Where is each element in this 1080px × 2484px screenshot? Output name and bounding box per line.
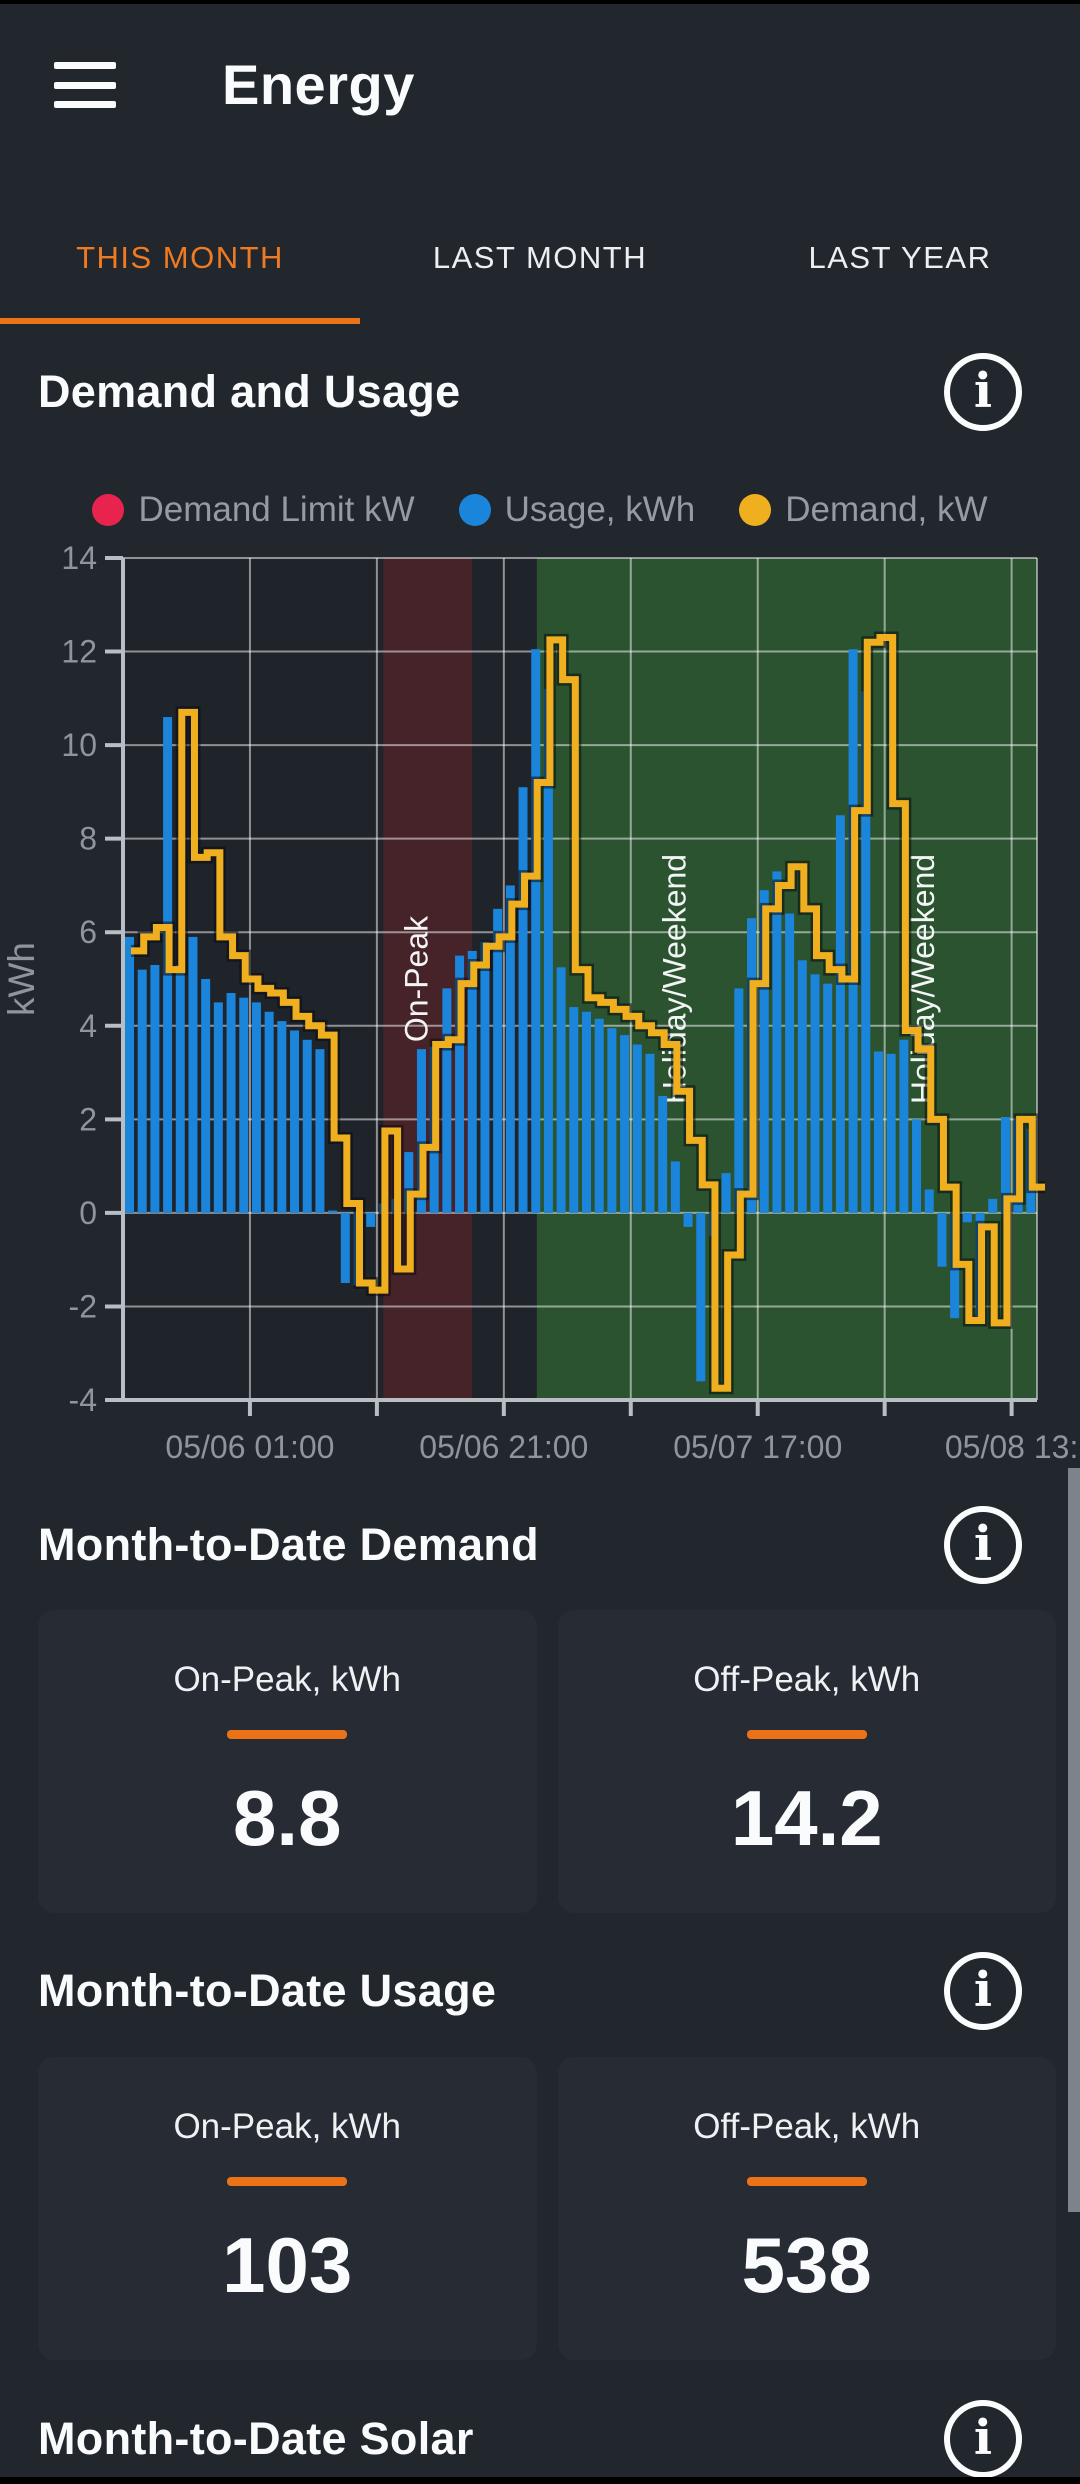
bottom-edge-strip [0,2477,1080,2484]
stat-label: On-Peak, kWh [173,1660,402,1699]
active-tab-indicator [0,318,360,324]
mtd-demand-cards: On-Peak, kWh 8.8 Off-Peak, kWh 14.2 [38,1610,1056,1913]
legend-dot-icon [458,494,491,526]
svg-text:8: 8 [79,821,97,857]
svg-text:On-Peak: On-Peak [399,915,435,1042]
stat-label: On-Peak, kWh [173,2107,402,2146]
svg-text:14: 14 [61,545,97,576]
period-tabs: THIS MONTH LAST MONTH LAST YEAR [0,192,1080,324]
svg-text:0: 0 [79,1195,97,1231]
section-header-mtd-usage: Month-to-Date Usage i [38,1947,1022,2035]
chart-legend: Demand Limit kW Usage, kWh Demand, kW [0,478,1080,542]
stat-divider [746,2177,867,2186]
section-title: Month-to-Date Demand [38,1519,539,1570]
stat-divider [746,1730,867,1739]
legend-label: Demand, kW [785,490,988,529]
info-icon[interactable]: i [944,353,1022,431]
tab-last-year[interactable]: LAST YEAR [720,192,1080,324]
legend-dot-icon [92,494,125,526]
stat-value: 538 [741,2221,872,2309]
stat-value: 103 [222,2221,353,2309]
mtd-usage-cards: On-Peak, kWh 103 Off-Peak, kWh 538 [38,2057,1056,2360]
info-icon[interactable]: i [944,1952,1022,2030]
stat-value: 14.2 [730,1774,883,1862]
stat-divider [227,1730,348,1739]
stat-card-usage-on-peak: On-Peak, kWh 103 [38,2057,537,2360]
section-header-mtd-demand: Month-to-Date Demand i [38,1501,1022,1589]
svg-text:12: 12 [61,634,97,670]
info-icon[interactable]: i [944,2400,1022,2478]
demand-usage-chart[interactable]: -4 -2 0 2 4 6 8 10 12 14 05/06 01:00 05/06 21:00 05/… [0,545,1080,1465]
legend-dot-icon [739,494,772,526]
svg-text:05/06 21:00: 05/06 21:00 [419,1429,588,1465]
svg-text:05/06 01:00: 05/06 01:00 [165,1429,334,1465]
svg-text:6: 6 [79,914,97,950]
scrollbar-thumb[interactable] [1068,1468,1080,2212]
svg-text:05/07 17:00: 05/07 17:00 [673,1429,842,1465]
stat-card-demand-off-peak: Off-Peak, kWh 14.2 [557,1610,1056,1913]
section-title: Demand and Usage [38,366,461,417]
legend-item-demand: Demand, kW [739,490,988,530]
hamburger-menu-icon[interactable] [54,62,116,108]
legend-label: Demand Limit kW [138,490,415,529]
stat-value: 8.8 [233,1774,342,1862]
legend-label: Usage, kWh [504,490,696,529]
stat-label: Off-Peak, kWh [693,1660,921,1699]
tab-this-month[interactable]: THIS MONTH [0,192,360,324]
section-title: Month-to-Date Solar [38,2413,474,2464]
svg-text:-2: -2 [69,1288,97,1324]
stat-card-demand-on-peak: On-Peak, kWh 8.8 [38,1610,537,1913]
section-title: Month-to-Date Usage [38,1965,497,2016]
info-icon[interactable]: i [944,1506,1022,1584]
page-title: Energy [222,53,415,116]
svg-text:-4: -4 [69,1382,97,1418]
svg-text:kWh: kWh [1,942,42,1016]
hamburger-bar [54,62,116,69]
hamburger-bar [54,81,116,89]
hamburger-bar [54,101,116,108]
svg-text:4: 4 [79,1008,97,1044]
legend-item-demand-limit: Demand Limit kW [92,490,415,530]
tab-last-month[interactable]: LAST MONTH [360,192,720,324]
legend-item-usage: Usage, kWh [458,490,696,530]
stat-card-usage-off-peak: Off-Peak, kWh 538 [557,2057,1056,2360]
svg-text:10: 10 [61,727,97,763]
status-bar-strip [0,0,1080,4]
section-header-demand-usage: Demand and Usage i [38,348,1022,436]
svg-text:2: 2 [79,1101,97,1137]
svg-text:05/08 13:: 05/08 13: [945,1429,1078,1465]
section-header-mtd-solar: Month-to-Date Solar i [38,2395,1022,2483]
stat-divider [227,2177,348,2186]
stat-label: Off-Peak, kWh [693,2107,921,2146]
